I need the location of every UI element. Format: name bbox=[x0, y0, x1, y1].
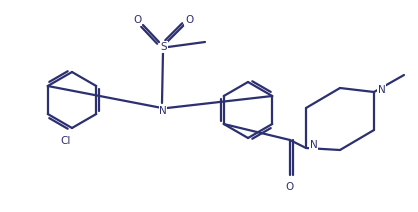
Text: O: O bbox=[133, 15, 141, 25]
Text: O: O bbox=[286, 182, 294, 192]
Text: N: N bbox=[378, 85, 386, 95]
Text: N: N bbox=[159, 106, 167, 116]
Text: N: N bbox=[310, 140, 318, 150]
Text: S: S bbox=[161, 42, 167, 52]
Text: Cl: Cl bbox=[61, 136, 71, 146]
Text: O: O bbox=[185, 15, 193, 25]
